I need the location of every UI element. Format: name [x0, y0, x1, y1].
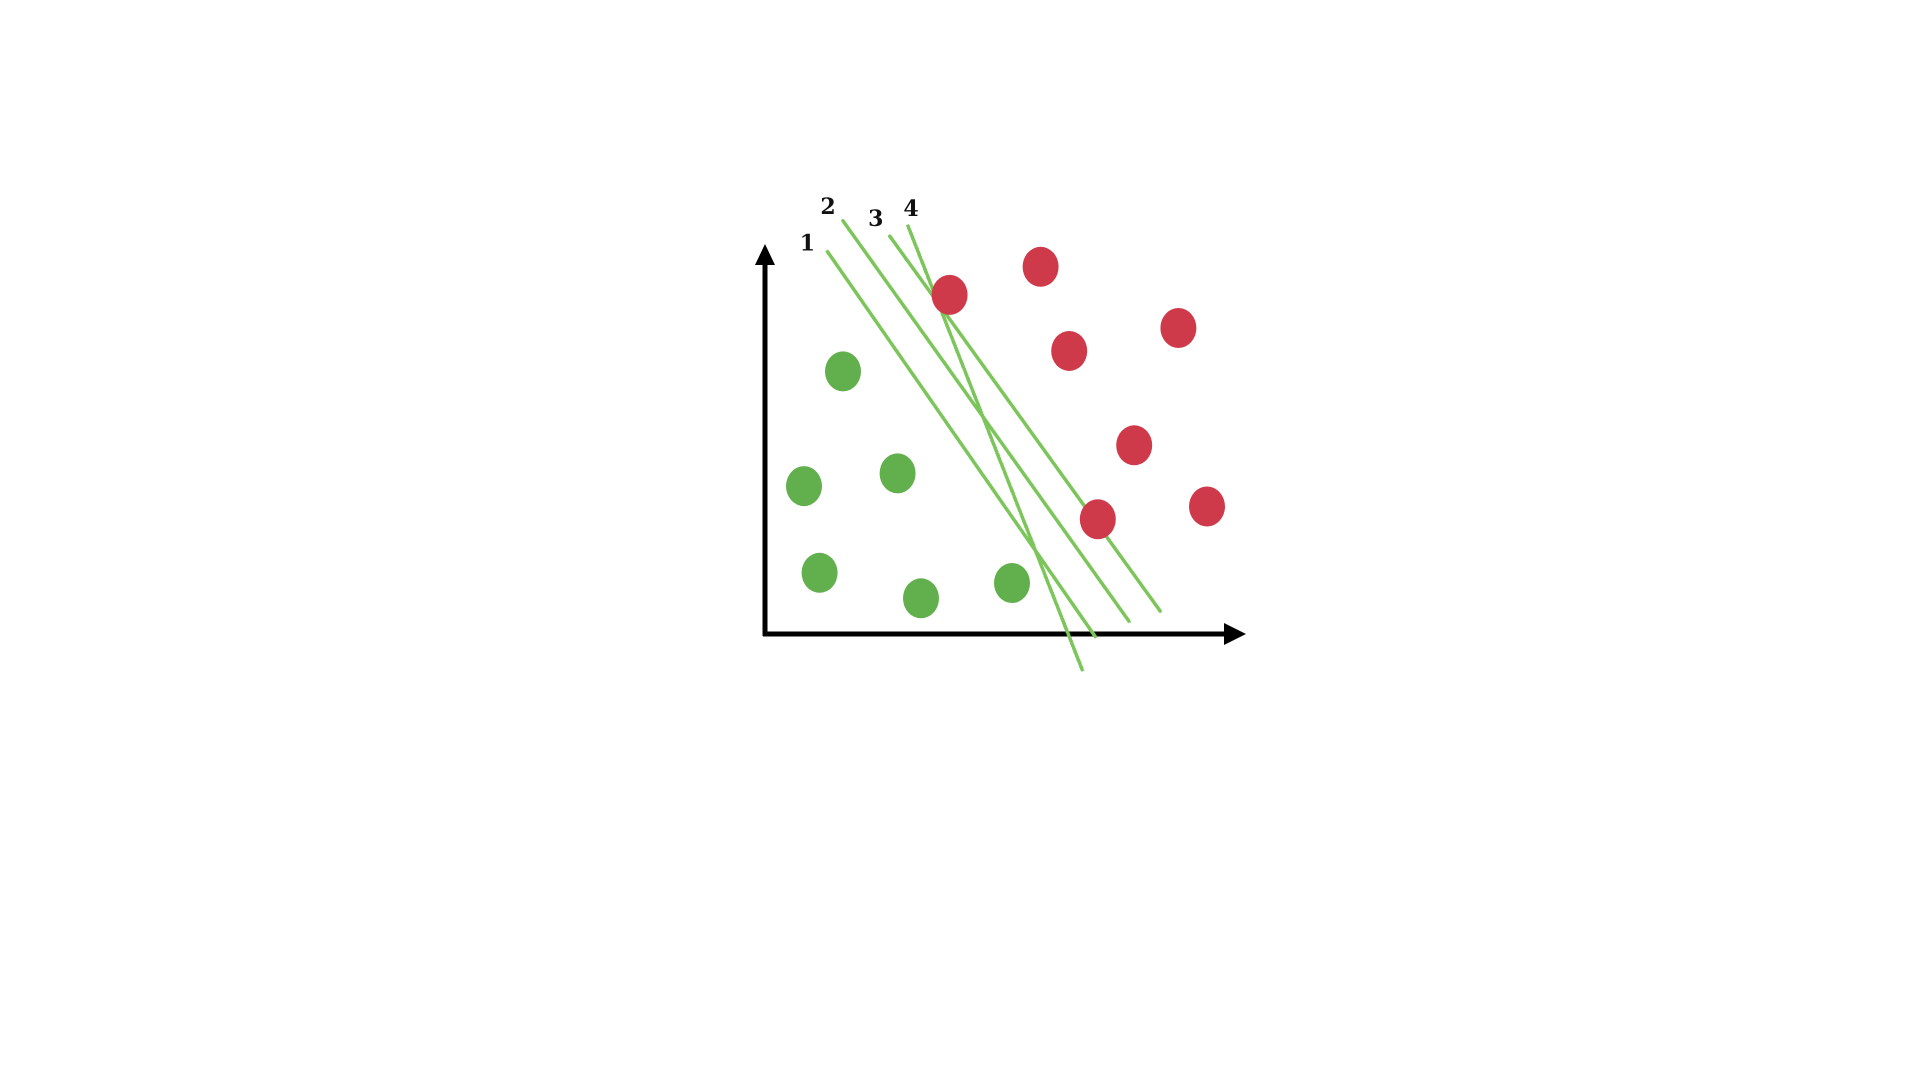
boundary-line-label-4: 4	[903, 196, 918, 222]
boundary-line-1	[825, 249, 1097, 639]
axes	[755, 244, 1246, 645]
class-b-points	[931, 246, 1225, 540]
class-b-point-4	[1160, 308, 1197, 348]
class-a-point-5	[903, 578, 939, 619]
x-axis-arrow-icon	[1224, 623, 1246, 645]
class-a-point-1	[825, 351, 861, 392]
class-b-point-1	[931, 274, 968, 315]
class-a-point-3	[879, 453, 916, 494]
class-a-point-4	[801, 552, 838, 593]
class-b-point-6	[1079, 499, 1116, 540]
class-a-point-6	[994, 563, 1030, 603]
class-b-point-2	[1022, 246, 1059, 287]
boundary-line-3	[888, 234, 1162, 613]
boundary-lines	[825, 219, 1162, 672]
class-b-point-5	[1116, 425, 1153, 466]
boundary-line-label-1: 1	[800, 231, 815, 257]
class-a-points	[786, 351, 1030, 619]
class-b-point-7	[1189, 486, 1225, 527]
class-a-point-2	[786, 466, 822, 507]
class-b-point-3	[1051, 330, 1088, 371]
boundary-line-labels: 12 3 4	[800, 194, 919, 257]
boundary-line-label-3: 3	[868, 206, 883, 232]
boundary-line-label-2: 2	[820, 194, 835, 220]
y-axis-arrow-icon	[755, 244, 775, 265]
